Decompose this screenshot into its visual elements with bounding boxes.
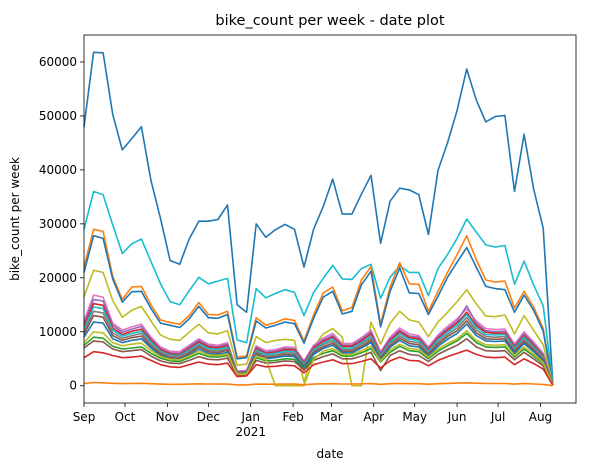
series-line-8 <box>83 302 554 386</box>
series-layer <box>83 51 554 387</box>
series-line-14 <box>83 337 554 386</box>
series-line-4 <box>83 234 554 385</box>
y-tick-label: 30000 <box>39 217 77 231</box>
series-line-1 <box>83 51 554 384</box>
x-tick-label: Jan <box>240 410 260 424</box>
series-line-16 <box>83 349 554 386</box>
series-line-5 <box>83 269 554 387</box>
y-tick-label: 10000 <box>39 325 77 339</box>
x-tick-label: Oct <box>115 410 136 424</box>
y-axis: 0 10000 20000 30000 40000 50000 60000 <box>39 55 84 393</box>
x-tick-label: Sep <box>73 410 96 424</box>
series-line-12 <box>83 321 554 386</box>
y-tick-label: 50000 <box>39 109 77 123</box>
x-tick-label: Dec <box>197 410 220 424</box>
x-year-label: 2021 <box>235 425 266 439</box>
y-tick-label: 40000 <box>39 163 77 177</box>
x-tick-label: Feb <box>282 410 303 424</box>
y-tick-label: 60000 <box>39 55 77 69</box>
y-tick-label: 20000 <box>39 271 77 285</box>
series-line-10 <box>83 310 554 386</box>
series-line-15 <box>83 329 554 387</box>
x-tick-label: Nov <box>156 410 179 424</box>
x-tick-label: Jun <box>447 410 467 424</box>
y-tick-label: 0 <box>69 379 77 393</box>
series-line-3 <box>83 228 554 385</box>
plot-frame <box>83 34 577 404</box>
x-axis: Sep Oct Nov Dec Jan Feb Mar Apr May Jun Jul Aug 2021 <box>73 403 552 439</box>
series-line-9 <box>83 306 554 386</box>
x-tick-label: Apr <box>363 410 384 424</box>
y-axis-label: bike_count per week <box>8 157 22 281</box>
x-axis-label: date <box>316 447 343 461</box>
x-tick-label: Mar <box>320 410 343 424</box>
series-line-2 <box>83 190 554 384</box>
x-tick-label: Jul <box>490 410 505 424</box>
chart-title: bike_count per week - date plot <box>215 13 444 29</box>
x-tick-label: May <box>402 410 427 424</box>
series-line-17 <box>83 381 553 387</box>
x-tick-label: Aug <box>529 410 552 424</box>
series-line-11 <box>83 314 554 386</box>
series-line-7 <box>83 298 554 386</box>
